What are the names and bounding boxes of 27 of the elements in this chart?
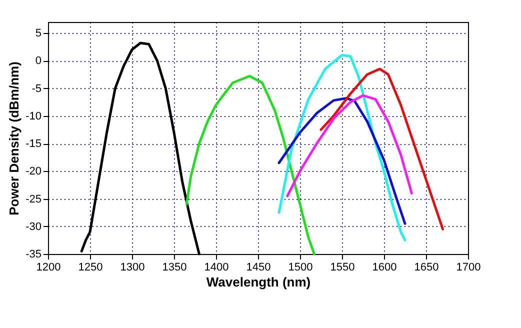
y-tick-label: -30 xyxy=(26,220,42,233)
x-tick-label: 1300 xyxy=(120,262,145,274)
y-tick-label: 0 xyxy=(35,55,42,68)
x-tick-label: 1250 xyxy=(78,262,103,274)
x-tick-label: 1600 xyxy=(372,262,397,274)
y-tick-label: 5 xyxy=(35,28,42,40)
y-tick-label: -15 xyxy=(26,138,42,150)
line-series xyxy=(278,96,406,225)
x-tick-label: 1500 xyxy=(288,262,313,274)
x-tick-label: 1650 xyxy=(414,262,439,274)
x-tick-label: 1450 xyxy=(246,262,271,274)
y-tick-label: -25 xyxy=(26,193,42,206)
x-tick-label: 1400 xyxy=(204,262,229,274)
line-series xyxy=(320,68,444,230)
line-series xyxy=(278,54,406,242)
x-tick-label: 1200 xyxy=(36,262,61,274)
y-tick-label: -10 xyxy=(26,110,42,122)
y-tick-label: -5 xyxy=(32,82,42,95)
x-tick-label: 1550 xyxy=(330,262,355,274)
x-tick-label: 1350 xyxy=(162,262,187,274)
x-axis-title: Wavelength (nm) xyxy=(206,274,311,290)
line-series xyxy=(286,94,413,198)
y-axis-title: Power Density (dBm/nm) xyxy=(6,62,22,216)
y-tick-label: -20 xyxy=(26,166,42,178)
line-series xyxy=(185,74,316,256)
x-tick-label: 1700 xyxy=(456,262,481,274)
y-tick-label: -35 xyxy=(26,248,42,260)
